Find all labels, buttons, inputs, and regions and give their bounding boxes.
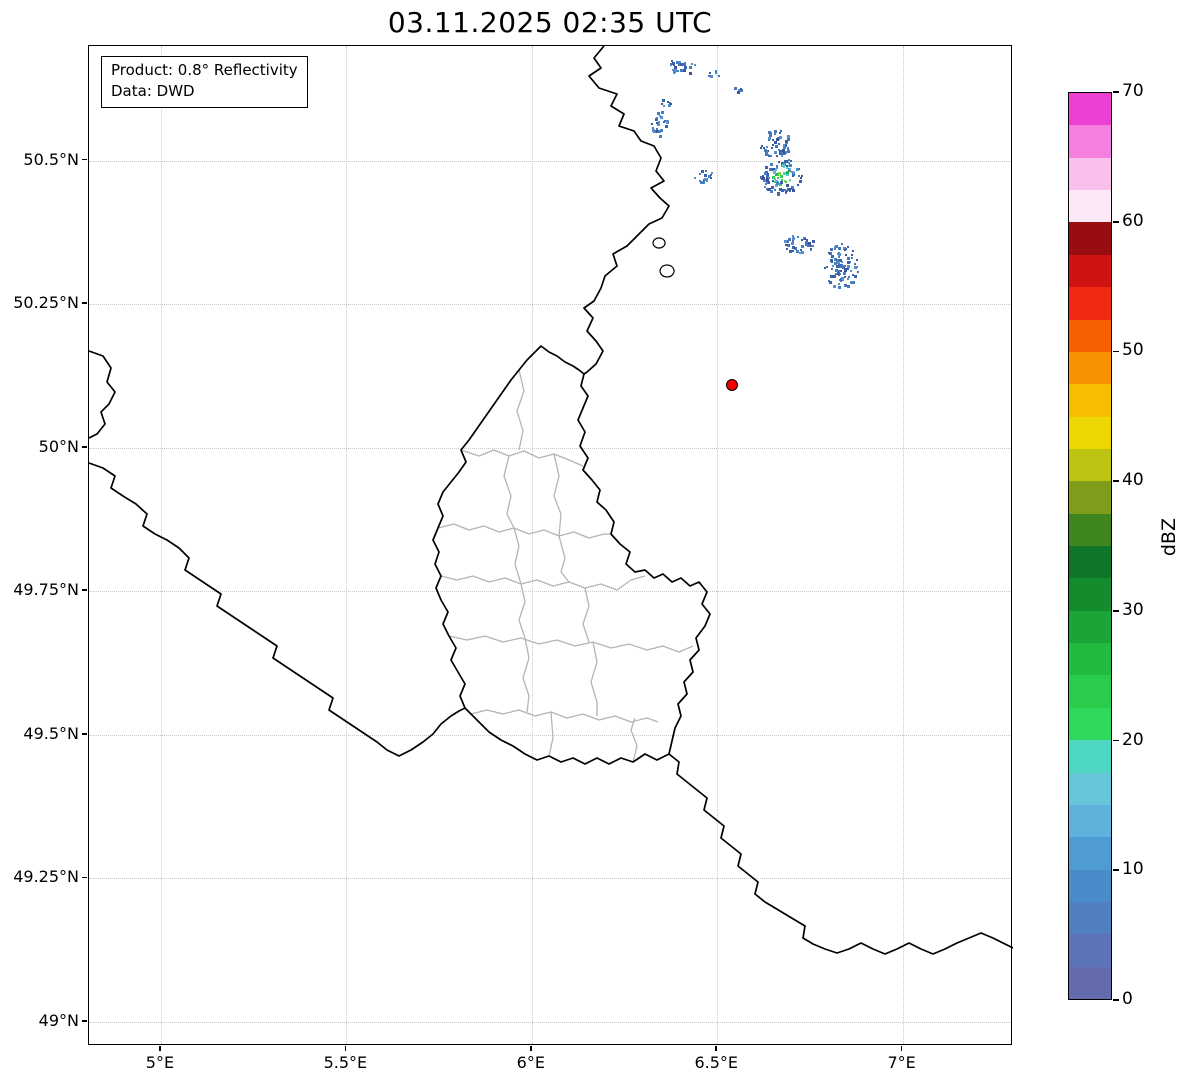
colorbar-band <box>1069 222 1111 255</box>
x-tick-mark <box>900 1046 903 1051</box>
colorbar-tick-mark <box>1113 220 1119 223</box>
colorbar-tick-label: 40 <box>1122 470 1144 491</box>
gridline-y <box>89 878 1011 880</box>
gridline-x <box>717 46 719 1044</box>
gridline-y <box>89 734 1011 736</box>
x-tick-mark <box>344 1046 347 1051</box>
colorbar-band <box>1069 837 1111 870</box>
gridline-y <box>89 304 1011 306</box>
colorbar-band <box>1069 740 1111 773</box>
x-tick-mark <box>530 1046 532 1051</box>
product-line: Product: 0.8° Reflectivity <box>111 61 298 79</box>
colorbar-tick-label: 70 <box>1122 81 1144 101</box>
y-tick-label: 49.25°N <box>13 867 79 887</box>
colorbar-tick-label: 60 <box>1122 210 1144 231</box>
colorbar-band <box>1069 675 1111 708</box>
x-tick-label: 6.5°E <box>694 1053 739 1072</box>
y-tick-mark <box>82 876 87 879</box>
plot-title: 03.11.2025 02:35 UTC <box>387 6 713 39</box>
colorbar-band <box>1069 416 1111 449</box>
border-luxembourg <box>432 345 711 765</box>
y-tick-label: 50°N <box>38 436 79 456</box>
colorbar-tick-mark <box>1113 350 1119 353</box>
y-tick-label: 49°N <box>38 1010 79 1030</box>
colorbar-band <box>1069 772 1111 805</box>
x-tick-label: 7°E <box>887 1053 916 1072</box>
colorbar-band <box>1069 869 1111 902</box>
y-tick-label: 50.25°N <box>13 293 79 313</box>
colorbar-band <box>1069 966 1111 1000</box>
colorbar-axis-label: dBZ <box>1158 518 1180 557</box>
colorbar-band <box>1069 578 1111 611</box>
colorbar-band <box>1069 643 1111 676</box>
y-tick-label: 50.5°N <box>23 149 79 169</box>
y-tick-mark <box>82 158 87 161</box>
border-exclaves <box>652 237 675 278</box>
gridline-y <box>89 447 1011 449</box>
y-tick-mark <box>82 302 87 304</box>
colorbar-tick-mark <box>1113 739 1119 742</box>
colorbar-tick-mark <box>1113 869 1119 872</box>
colorbar-band <box>1069 804 1111 838</box>
border-france-belgium <box>89 462 466 757</box>
colorbar-band <box>1069 287 1111 320</box>
y-tick-mark <box>82 733 87 735</box>
y-tick-mark <box>82 589 87 592</box>
colorbar-band <box>1069 384 1111 417</box>
y-tick-mark <box>82 445 87 448</box>
gridline-x <box>531 46 533 1044</box>
colorbar-tick-label: 30 <box>1122 599 1144 620</box>
colorbar-tick-label: 0 <box>1122 989 1133 1009</box>
x-tick-label: 5.5°E <box>323 1053 368 1072</box>
colorbar-tick-mark <box>1113 91 1119 93</box>
colorbar-band <box>1069 448 1111 482</box>
canton-borders-path <box>437 369 694 763</box>
gridline-y <box>89 1021 1011 1023</box>
y-tick-mark <box>82 1020 87 1022</box>
colorbar-band <box>1069 934 1111 967</box>
map-plot: Product: 0.8° Reflectivity Data: DWD <box>88 45 1013 1045</box>
colorbar-band <box>1069 157 1111 191</box>
border-belgium-germany <box>583 46 670 375</box>
colorbar-band <box>1069 513 1111 547</box>
radar-site-marker <box>725 379 738 392</box>
colorbar-band <box>1069 125 1111 158</box>
x-tick-mark <box>159 1046 161 1051</box>
gridline-x <box>346 46 348 1044</box>
colorbar-tick-mark <box>1113 999 1119 1001</box>
colorbar-tick-label: 20 <box>1122 729 1144 750</box>
border-france-belgium-salient <box>89 350 116 439</box>
colorbar <box>1068 92 1112 1000</box>
colorbar-tick-label: 10 <box>1122 859 1144 880</box>
gridline-x <box>902 46 904 1044</box>
colorbar-band <box>1069 707 1111 741</box>
colorbar-band <box>1069 481 1111 514</box>
y-tick-label: 49.75°N <box>13 580 79 600</box>
gridline-y <box>89 591 1011 593</box>
gridline-y <box>89 160 1011 162</box>
colorbar-tick-mark <box>1113 480 1119 482</box>
colorbar-band <box>1069 610 1111 644</box>
colorbar-band <box>1069 190 1111 223</box>
colorbar-band <box>1069 901 1111 935</box>
colorbar-tick-label: 50 <box>1122 340 1144 361</box>
data-source-line: Data: DWD <box>111 82 195 100</box>
colorbar-band <box>1069 351 1111 385</box>
colorbar-band <box>1069 546 1111 579</box>
colorbar-tick-mark <box>1113 610 1119 612</box>
border-france-germany <box>668 753 1013 955</box>
x-tick-label: 5°E <box>145 1053 175 1072</box>
x-tick-label: 6°E <box>516 1053 545 1072</box>
colorbar-band <box>1069 254 1111 288</box>
colorbar-band <box>1069 319 1111 352</box>
y-tick-label: 49.5°N <box>23 723 79 743</box>
gridline-x <box>160 46 162 1044</box>
map-borders-svg <box>89 46 1013 955</box>
product-annotation-box: Product: 0.8° Reflectivity Data: DWD <box>101 56 308 108</box>
colorbar-band <box>1069 93 1111 126</box>
x-tick-mark <box>715 1046 718 1051</box>
